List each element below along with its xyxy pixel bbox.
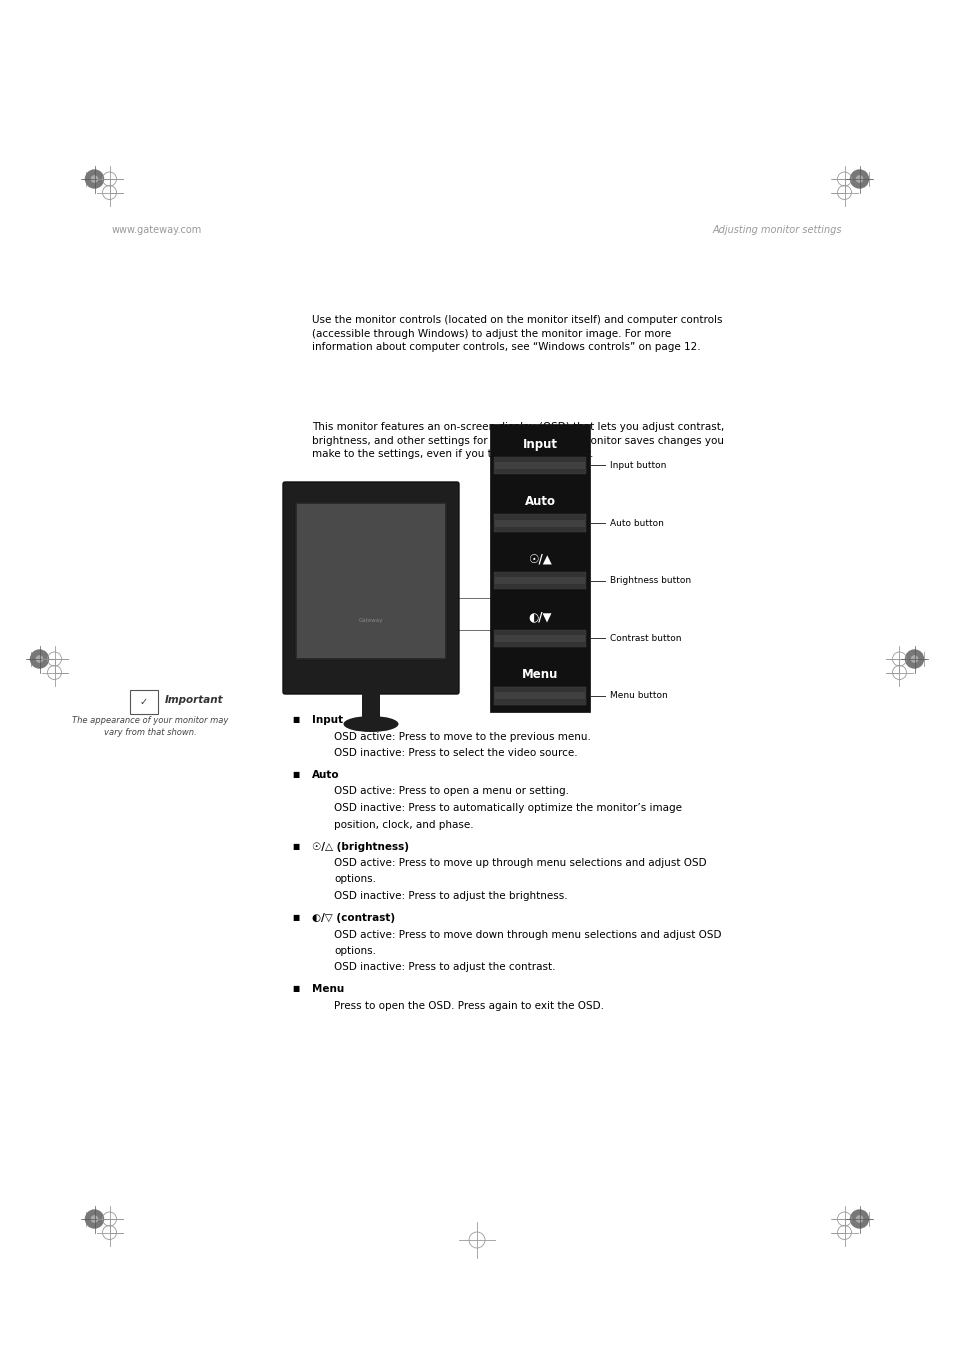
Text: position, clock, and phase.: position, clock, and phase.: [334, 819, 473, 829]
Bar: [296, 504, 444, 657]
Bar: [495, 578, 584, 585]
Text: OSD active: Press to move to the previous menu.: OSD active: Press to move to the previou…: [334, 732, 590, 741]
Text: ■: ■: [292, 913, 299, 922]
Text: Menu button: Menu button: [609, 691, 667, 701]
Bar: [361, 687, 379, 722]
Circle shape: [856, 176, 862, 182]
Bar: [495, 693, 584, 699]
Text: Input button: Input button: [609, 460, 666, 470]
Text: Use the monitor controls (located on the monitor itself) and computer controls
(: Use the monitor controls (located on the…: [312, 315, 721, 352]
Bar: [495, 520, 584, 526]
Bar: [294, 502, 447, 660]
Bar: [495, 634, 584, 641]
Circle shape: [850, 1210, 867, 1229]
Text: OSD inactive: Press to adjust the brightness.: OSD inactive: Press to adjust the bright…: [334, 891, 567, 900]
Text: OSD active: Press to move down through menu selections and adjust OSD: OSD active: Press to move down through m…: [334, 930, 720, 940]
Bar: [490, 424, 589, 711]
Text: Auto button: Auto button: [609, 518, 663, 528]
Text: OSD inactive: Press to automatically optimize the monitor’s image: OSD inactive: Press to automatically opt…: [334, 803, 681, 813]
Bar: [494, 687, 585, 705]
Text: www.gateway.com: www.gateway.com: [112, 225, 202, 235]
Text: OSD inactive: Press to select the video source.: OSD inactive: Press to select the video …: [334, 748, 577, 757]
Text: Input: Input: [312, 716, 343, 725]
Text: ■: ■: [292, 984, 299, 994]
Circle shape: [36, 656, 43, 662]
Bar: [494, 572, 585, 590]
Bar: [130, 690, 158, 714]
Text: This monitor features an on-screen display (OSD) that lets you adjust contrast,
: This monitor features an on-screen displ…: [312, 423, 723, 459]
Text: options.: options.: [334, 875, 375, 884]
Text: Menu: Menu: [521, 668, 558, 680]
Text: options.: options.: [334, 946, 375, 956]
FancyBboxPatch shape: [283, 482, 458, 694]
Text: ☉/△ (brightness): ☉/△ (brightness): [312, 841, 409, 852]
Text: ☉/▲: ☉/▲: [528, 554, 551, 566]
Text: ■: ■: [292, 716, 299, 724]
Circle shape: [30, 649, 49, 668]
Text: The appearance of your monitor may
vary from that shown.: The appearance of your monitor may vary …: [71, 716, 228, 737]
Ellipse shape: [343, 716, 398, 732]
Circle shape: [91, 1216, 97, 1222]
Text: Contrast button: Contrast button: [609, 633, 680, 643]
Circle shape: [91, 176, 97, 182]
Text: ◐/▼: ◐/▼: [528, 610, 551, 624]
Text: ■: ■: [292, 841, 299, 850]
Text: ✓: ✓: [140, 697, 148, 707]
Circle shape: [86, 170, 103, 188]
Circle shape: [910, 656, 917, 662]
Text: Gateway: Gateway: [358, 618, 383, 622]
Circle shape: [850, 170, 867, 188]
Text: OSD active: Press to move up through menu selections and adjust OSD: OSD active: Press to move up through men…: [334, 859, 706, 868]
Text: Brightness button: Brightness button: [609, 576, 690, 585]
Text: Adjusting monitor settings: Adjusting monitor settings: [712, 225, 841, 235]
Text: OSD inactive: Press to adjust the contrast.: OSD inactive: Press to adjust the contra…: [334, 963, 555, 972]
Text: Menu: Menu: [312, 984, 344, 995]
Text: ◐/▽ (contrast): ◐/▽ (contrast): [312, 913, 395, 923]
Text: OSD active: Press to open a menu or setting.: OSD active: Press to open a menu or sett…: [334, 787, 568, 796]
Circle shape: [86, 1210, 103, 1229]
Bar: [494, 629, 585, 647]
Bar: [494, 456, 585, 474]
Bar: [494, 514, 585, 532]
Text: Press to open the OSD. Press again to exit the OSD.: Press to open the OSD. Press again to ex…: [334, 1000, 603, 1011]
Text: Important: Important: [165, 695, 223, 705]
Text: Input: Input: [522, 437, 557, 451]
Text: ■: ■: [292, 769, 299, 779]
Text: Auto: Auto: [524, 495, 555, 508]
Bar: [495, 462, 584, 468]
Circle shape: [856, 1216, 862, 1222]
Circle shape: [904, 649, 923, 668]
Text: Auto: Auto: [312, 769, 339, 780]
